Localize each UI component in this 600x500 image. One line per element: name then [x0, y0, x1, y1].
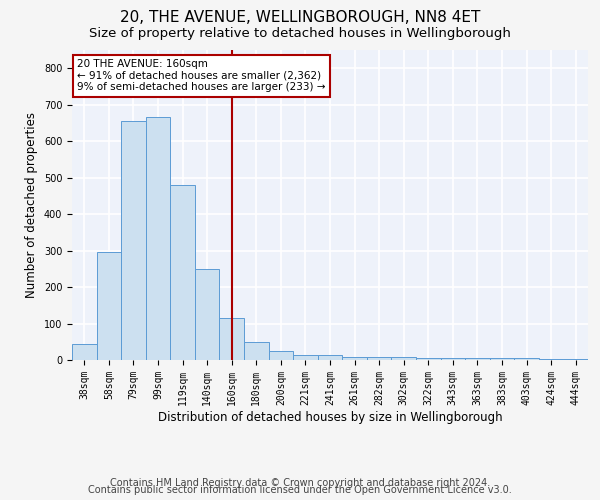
- Bar: [220, 318, 244, 360]
- Bar: [293, 354, 318, 360]
- Text: 20 THE AVENUE: 160sqm
← 91% of detached houses are smaller (2,362)
9% of semi-de: 20 THE AVENUE: 160sqm ← 91% of detached …: [77, 60, 326, 92]
- Y-axis label: Number of detached properties: Number of detached properties: [25, 112, 38, 298]
- Bar: [318, 354, 342, 360]
- Text: 20, THE AVENUE, WELLINGBOROUGH, NN8 4ET: 20, THE AVENUE, WELLINGBOROUGH, NN8 4ET: [120, 10, 480, 25]
- Bar: [539, 359, 563, 360]
- Bar: [342, 357, 367, 360]
- Bar: [244, 342, 269, 360]
- Text: Contains public sector information licensed under the Open Government Licence v3: Contains public sector information licen…: [88, 485, 512, 495]
- Bar: [440, 358, 465, 360]
- Bar: [416, 358, 440, 360]
- Bar: [195, 269, 220, 360]
- Bar: [72, 344, 97, 360]
- Bar: [97, 252, 121, 360]
- Bar: [514, 358, 539, 360]
- Bar: [269, 351, 293, 360]
- Bar: [391, 357, 416, 360]
- Text: Contains HM Land Registry data © Crown copyright and database right 2024.: Contains HM Land Registry data © Crown c…: [110, 478, 490, 488]
- Bar: [563, 359, 588, 360]
- Bar: [121, 121, 146, 360]
- Bar: [170, 185, 195, 360]
- Text: Size of property relative to detached houses in Wellingborough: Size of property relative to detached ho…: [89, 28, 511, 40]
- Bar: [146, 118, 170, 360]
- Bar: [490, 358, 514, 360]
- Bar: [367, 357, 391, 360]
- X-axis label: Distribution of detached houses by size in Wellingborough: Distribution of detached houses by size …: [158, 410, 502, 424]
- Bar: [465, 358, 490, 360]
